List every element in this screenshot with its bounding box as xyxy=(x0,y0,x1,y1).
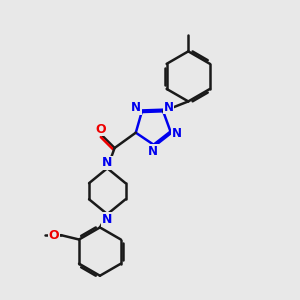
Text: N: N xyxy=(102,157,112,169)
Text: N: N xyxy=(148,145,158,158)
Text: O: O xyxy=(95,123,106,136)
Text: N: N xyxy=(102,213,112,226)
Text: N: N xyxy=(164,101,174,114)
Text: N: N xyxy=(131,101,141,114)
Text: N: N xyxy=(172,127,182,140)
Text: O: O xyxy=(49,229,59,242)
